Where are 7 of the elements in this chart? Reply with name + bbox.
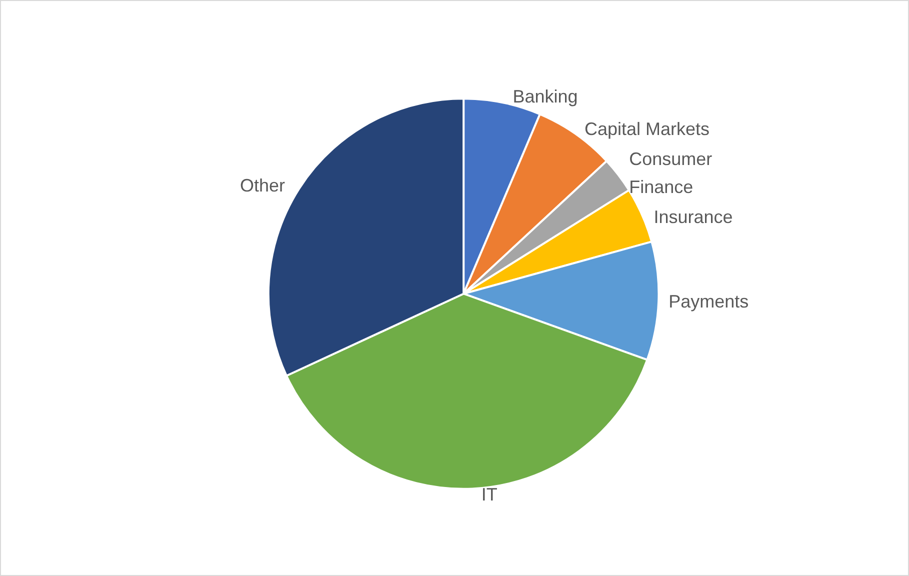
slice-label: IT (481, 484, 498, 505)
slice-label: Capital Markets (584, 119, 710, 140)
slice-label: Other (240, 175, 286, 196)
slice-label: Payments (668, 291, 749, 312)
slice-label: Consumer Finance (629, 149, 718, 198)
slice-label: Insurance (654, 207, 733, 228)
slice-label: Banking (512, 86, 578, 107)
